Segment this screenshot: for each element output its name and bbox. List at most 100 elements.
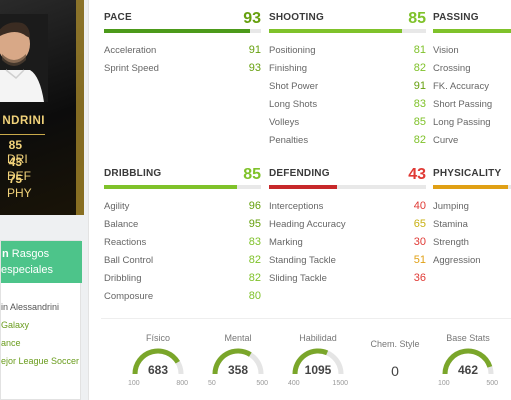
stat-row: Standing Tackle 51 xyxy=(269,254,426,266)
gauge-value: 358 xyxy=(227,363,249,377)
card-stat-def: 43DEF xyxy=(7,155,31,183)
gauge-value: 462 xyxy=(457,363,479,377)
section-pace: PACE 93 Acceleration 91 Sprint Speed 93 xyxy=(104,6,261,74)
gauge-min: 50 xyxy=(208,380,216,387)
section-physicality: PHYSICALITY Jumping Stamina Strength Agg… xyxy=(433,162,511,266)
traits-title-prefix: n xyxy=(2,248,9,260)
traits-header: n Rasgos especiales xyxy=(1,241,82,283)
section-shooting: SHOOTING 85 Positioning 81 Finishing 82 Sh… xyxy=(269,6,426,146)
stat-row: Acceleration 91 xyxy=(104,44,261,56)
stat-row: Positioning 81 xyxy=(269,44,426,56)
section-bar-fill xyxy=(269,185,337,189)
section-title: PACE xyxy=(104,12,132,23)
gauge-arc xyxy=(132,348,184,375)
gauge-max: 500 xyxy=(256,380,268,387)
stat-row: Short Passing xyxy=(433,99,493,110)
player-photo xyxy=(0,14,48,102)
section-title: DRIBBLING xyxy=(104,168,162,179)
stat-row: Ball Control 82 xyxy=(104,254,261,266)
trait-player-name: in Alessandrini xyxy=(1,302,60,312)
gauge-label: Habilidad xyxy=(299,333,337,343)
section-dribbling: DRIBBLING 85 Agility 96 Balance 95 Reactio… xyxy=(104,162,261,302)
gauge-label: Base Stats xyxy=(446,333,490,343)
section-defending: DEFENDING 43 Interceptions 40 Heading Acc… xyxy=(269,162,426,284)
section-bar xyxy=(269,185,426,189)
gauge-fisico: Físico 683 100 800 xyxy=(117,333,199,400)
trait-nation-link[interactable]: ance xyxy=(1,338,21,348)
gauge-min: 100 xyxy=(438,380,450,387)
stat-row: Aggression xyxy=(433,255,481,266)
card-edge xyxy=(76,0,84,215)
section-passing: PASSING Vision Crossing FK. Accuracy Sho… xyxy=(433,6,511,146)
trait-club-link[interactable]: Galaxy xyxy=(1,320,30,330)
gauge-value: 1095 xyxy=(304,363,332,377)
trait-league-link[interactable]: ejor League Soccer xyxy=(1,356,80,366)
gauge-max: 500 xyxy=(486,380,498,387)
stat-row: Vision xyxy=(433,45,459,56)
section-bar xyxy=(104,29,261,33)
stat-row: Balance 95 xyxy=(104,218,261,230)
gauge-mental: Mental 358 50 500 xyxy=(197,333,279,400)
gauge-label: Mental xyxy=(224,333,252,343)
section-title: PASSING xyxy=(433,12,479,23)
gauge-label: Chem. Style xyxy=(370,339,420,349)
section-bar xyxy=(433,29,511,33)
stat-row: Long Shots 83 xyxy=(269,98,426,110)
stat-row: Long Passing xyxy=(433,117,491,128)
section-bar-fill xyxy=(269,29,403,33)
stat-row: Interceptions 40 xyxy=(269,200,426,212)
gauge-chem-style: Chem. Style 0 xyxy=(354,333,436,400)
stat-row: Sliding Tackle 36 xyxy=(269,272,426,284)
section-value: 93 xyxy=(243,10,261,27)
stat-row: Shot Power 91 xyxy=(269,80,426,92)
card-divider xyxy=(0,134,45,135)
stat-row: Stamina xyxy=(433,219,468,230)
gauge-value: 0 xyxy=(391,363,399,379)
stat-row: Dribbling 82 xyxy=(104,272,261,284)
section-title: DEFENDING xyxy=(269,168,330,179)
gauge-min: 100 xyxy=(128,380,140,387)
stat-row: Crossing xyxy=(433,63,471,74)
section-title: PHYSICALITY xyxy=(433,168,502,179)
gauge-value: 683 xyxy=(147,363,169,377)
traits-panel: n Rasgos especiales in Alessandrini Gala… xyxy=(0,240,82,400)
card-stat-phy: 75PHY xyxy=(7,172,32,200)
section-value: 85 xyxy=(243,166,261,183)
gauge-max: 1500 xyxy=(332,380,348,387)
section-bar-fill xyxy=(433,29,511,33)
stat-row: Curve xyxy=(433,135,459,146)
stat-row: Composure 80 xyxy=(104,290,261,302)
gauge-arc xyxy=(292,348,344,375)
card-stat-dri: 85DRI xyxy=(7,138,28,166)
gauge-max: 800 xyxy=(176,380,188,387)
gauge-min: 400 xyxy=(288,380,300,387)
player-card: NDRINI 85DRI 43DEF 75PHY xyxy=(0,0,84,215)
stat-row: Marking 30 xyxy=(269,236,426,248)
gauge-arc xyxy=(442,348,494,375)
section-title: SHOOTING xyxy=(269,12,324,23)
card-player-name: NDRINI xyxy=(2,115,45,127)
traits-title-word1: Rasgos xyxy=(11,248,50,260)
stat-row: Jumping xyxy=(433,201,469,212)
section-bar-fill xyxy=(104,29,250,33)
section-bar xyxy=(269,29,426,33)
gauge-label: Físico xyxy=(145,333,170,343)
gauge-habilidad: Habilidad 1095 400 1500 xyxy=(277,333,359,400)
stats-panel: PACE 93 Acceleration 91 Sprint Speed 93 SH… xyxy=(88,0,511,400)
stat-row: FK. Accuracy xyxy=(433,81,489,92)
section-bar xyxy=(433,185,511,189)
section-divider xyxy=(101,318,511,319)
section-bar xyxy=(104,185,261,189)
section-bar-fill xyxy=(104,185,238,189)
stat-row: Finishing 82 xyxy=(269,62,426,74)
stat-row: Volleys 85 xyxy=(269,116,426,128)
stat-row: Heading Accuracy 65 xyxy=(269,218,426,230)
stat-row: Strength xyxy=(433,237,469,248)
stat-row: Penalties 82 xyxy=(269,134,426,146)
section-value: 43 xyxy=(408,166,426,183)
section-bar-fill xyxy=(433,185,508,189)
stat-row: Sprint Speed 93 xyxy=(104,62,261,74)
traits-title-word2: especiales xyxy=(1,264,53,276)
section-value: 85 xyxy=(408,10,426,27)
gauge-base-stats: Base Stats 462 100 500 xyxy=(427,333,509,400)
